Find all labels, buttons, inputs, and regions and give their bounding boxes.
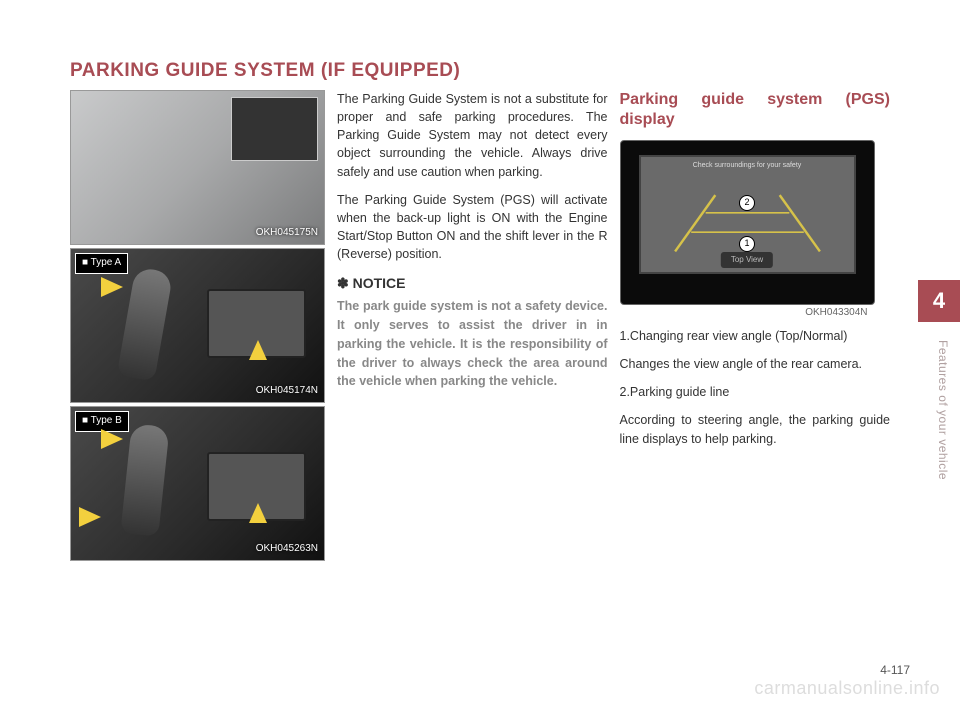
callout-2: 2 [739,195,755,211]
chapter-tab: 4 [918,280,960,322]
arrow-up-icon [249,503,267,523]
right-column: Parking guide system (PGS) display Check… [620,90,891,561]
section-vertical-label: Features of your vehicle [936,340,950,480]
figure-2: ■ Type A OKH045174N [70,248,325,403]
image-column: OKH045175N ■ Type A OKH045174N ■ Type B [70,90,325,561]
figure-3-id: OKH045263N [256,542,318,557]
gear-shift-icon [117,267,174,382]
gear-shift-icon [120,423,169,536]
screen-mini-icon [207,289,306,358]
figure-3: ■ Type B OKH045263N [70,406,325,561]
pgs-subhead: Parking guide system (PGS) display [620,90,891,130]
body-p1: The Parking Guide System is not a substi… [337,90,608,181]
figure-1-id: OKH045175N [256,226,318,241]
figure-1: OKH045175N [70,90,325,245]
arrow-up-icon [249,340,267,360]
figure-2-id: OKH045174N [256,384,318,399]
watermark: carmanualsonline.info [754,678,940,699]
page-number: 4-117 [880,663,910,677]
screen-warning-text: Check surroundings for your safety [641,161,854,171]
columns: OKH045175N ■ Type A OKH045174N ■ Type B [70,90,890,561]
display-screen: Check surroundings for your safety Top V… [639,155,856,274]
page-content: PARKING GUIDE SYSTEM (IF EQUIPPED) OKH04… [70,60,890,660]
item2: 2.Parking guide line [620,383,891,401]
body-p2: The Parking Guide System (PGS) will acti… [337,191,608,264]
notice-heading: ✽ NOTICE [337,273,608,293]
notice-body: The park guide system is not a safety de… [337,297,608,391]
screen-mini-icon [207,452,306,521]
display-figure: Check surroundings for your safety Top V… [620,140,875,305]
page-title: PARKING GUIDE SYSTEM (IF EQUIPPED) [70,60,890,82]
item1-desc: Changes the view angle of the rear camer… [620,355,891,373]
arrow-right-icon [79,507,101,527]
chapter-number: 4 [933,288,945,314]
arrow-right-icon [101,429,123,449]
figure-2-badge: ■ Type A [75,253,128,274]
callout-1: 1 [739,236,755,252]
item1: 1.Changing rear view angle (Top/Normal) [620,327,891,345]
image-stack: OKH045175N ■ Type A OKH045174N ■ Type B [70,90,325,561]
arrow-right-icon [101,277,123,297]
topview-button: Top View [721,252,773,268]
figure-1-inset [231,97,318,161]
item2-desc: According to steering angle, the parking… [620,411,891,447]
body-column: The Parking Guide System is not a substi… [337,90,608,561]
display-figure-id: OKH043304N [805,306,867,321]
